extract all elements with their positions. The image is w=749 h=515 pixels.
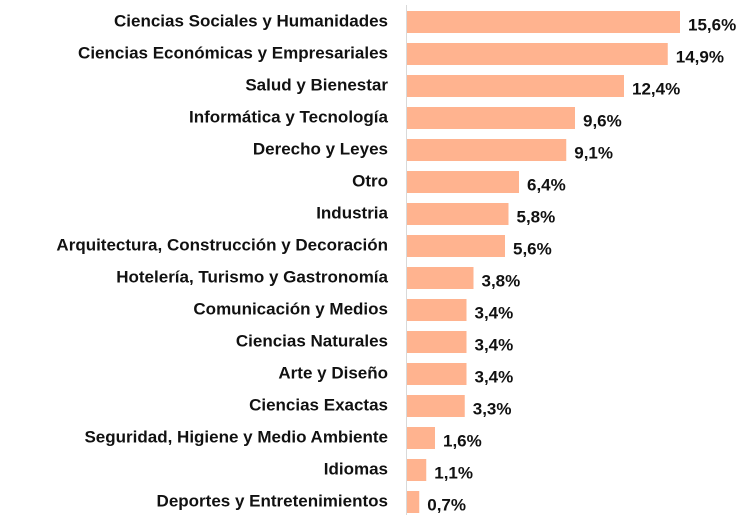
category-label: Ciencias Naturales bbox=[236, 331, 388, 350]
bar bbox=[407, 395, 465, 417]
category-label: Derecho y Leyes bbox=[253, 139, 388, 158]
category-label: Informática y Tecnología bbox=[189, 107, 389, 126]
value-label: 3,3% bbox=[473, 399, 512, 418]
category-label: Deportes y Entretenimientos bbox=[157, 491, 388, 510]
value-label: 9,6% bbox=[583, 111, 622, 130]
category-label: Arquitectura, Construcción y Decoración bbox=[56, 235, 388, 254]
bar bbox=[407, 171, 519, 193]
value-label: 5,8% bbox=[517, 207, 556, 226]
bar bbox=[407, 427, 435, 449]
bar bbox=[407, 299, 467, 321]
bar bbox=[407, 363, 467, 385]
bar bbox=[407, 11, 680, 33]
value-label: 3,4% bbox=[475, 335, 514, 354]
value-label: 3,4% bbox=[475, 303, 514, 322]
category-label: Ciencias Sociales y Humanidades bbox=[114, 11, 388, 30]
category-label: Industria bbox=[316, 203, 388, 222]
category-label: Idiomas bbox=[324, 459, 388, 478]
bar bbox=[407, 43, 668, 65]
bar bbox=[407, 235, 505, 257]
category-label: Otro bbox=[352, 171, 388, 190]
value-label: 3,4% bbox=[475, 367, 514, 386]
value-label: 0,7% bbox=[427, 495, 466, 514]
category-label: Seguridad, Higiene y Medio Ambiente bbox=[84, 427, 388, 446]
value-label: 14,9% bbox=[676, 47, 724, 66]
category-label: Hotelería, Turismo y Gastronomía bbox=[116, 267, 388, 286]
category-label: Comunicación y Medios bbox=[193, 299, 388, 318]
category-label: Salud y Bienestar bbox=[245, 75, 388, 94]
bar bbox=[407, 75, 624, 97]
value-label: 5,6% bbox=[513, 239, 552, 258]
value-label: 12,4% bbox=[632, 79, 680, 98]
value-label: 9,1% bbox=[574, 143, 613, 162]
bar bbox=[407, 203, 509, 225]
bar bbox=[407, 267, 474, 289]
bar bbox=[407, 139, 567, 161]
bar bbox=[407, 107, 575, 129]
category-label: Arte y Diseño bbox=[278, 363, 388, 382]
value-label: 1,1% bbox=[434, 463, 473, 482]
bar bbox=[407, 331, 467, 353]
bar bbox=[407, 459, 427, 481]
value-label: 1,6% bbox=[443, 431, 482, 450]
category-label: Ciencias Exactas bbox=[249, 395, 388, 414]
value-label: 3,8% bbox=[482, 271, 521, 290]
value-label: 15,6% bbox=[688, 15, 736, 34]
bar bbox=[407, 491, 420, 513]
value-label: 6,4% bbox=[527, 175, 566, 194]
category-label: Ciencias Económicas y Empresariales bbox=[78, 43, 388, 62]
